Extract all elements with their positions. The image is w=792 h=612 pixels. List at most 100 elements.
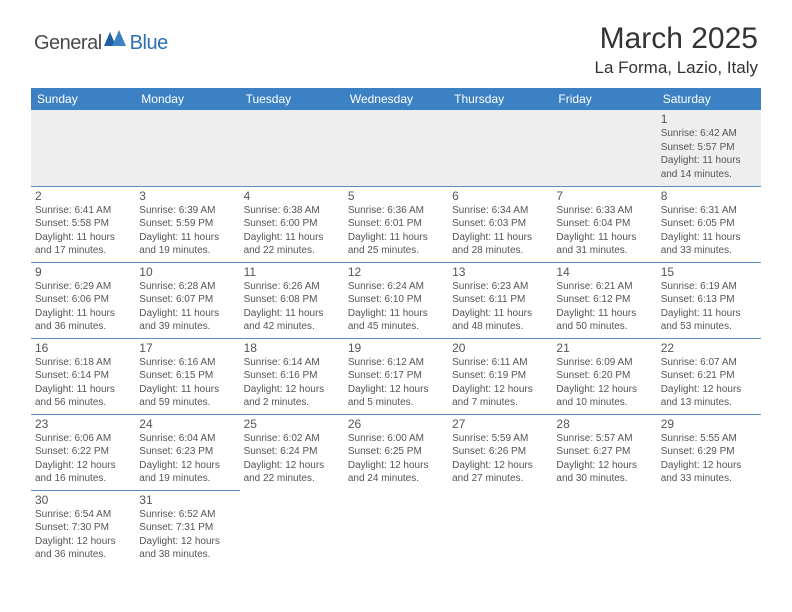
- day-info: Sunrise: 6:41 AMSunset: 5:58 PMDaylight:…: [35, 204, 131, 258]
- calendar-cell-empty: [552, 490, 656, 566]
- day-info: Sunrise: 6:18 AMSunset: 6:14 PMDaylight:…: [35, 356, 131, 410]
- calendar-table: SundayMondayTuesdayWednesdayThursdayFrid…: [31, 88, 761, 566]
- sunrise-line: Sunrise: 6:34 AM: [452, 204, 548, 218]
- sunrise-line: Sunrise: 5:57 AM: [556, 432, 652, 446]
- calendar-row: 2Sunrise: 6:41 AMSunset: 5:58 PMDaylight…: [31, 186, 761, 262]
- sunset-line: Sunset: 6:21 PM: [661, 369, 757, 383]
- calendar-cell: 21Sunrise: 6:09 AMSunset: 6:20 PMDayligh…: [552, 338, 656, 414]
- sunrise-line: Sunrise: 6:42 AM: [661, 127, 757, 141]
- day-number: 15: [661, 265, 757, 279]
- daylight-line: Daylight: 12 hours and 22 minutes.: [244, 459, 340, 486]
- sunset-line: Sunset: 6:08 PM: [244, 293, 340, 307]
- day-info: Sunrise: 6:36 AMSunset: 6:01 PMDaylight:…: [348, 204, 444, 258]
- sunset-line: Sunset: 6:15 PM: [139, 369, 235, 383]
- day-header: Sunday: [31, 88, 135, 110]
- sunrise-line: Sunrise: 6:18 AM: [35, 356, 131, 370]
- calendar-cell-empty: [448, 110, 552, 186]
- calendar-cell: 19Sunrise: 6:12 AMSunset: 6:17 PMDayligh…: [344, 338, 448, 414]
- daylight-line: Daylight: 12 hours and 19 minutes.: [139, 459, 235, 486]
- day-info: Sunrise: 5:55 AMSunset: 6:29 PMDaylight:…: [661, 432, 757, 486]
- day-header: Friday: [552, 88, 656, 110]
- sunset-line: Sunset: 7:31 PM: [139, 521, 235, 535]
- day-header: Thursday: [448, 88, 552, 110]
- daylight-line: Daylight: 11 hours and 48 minutes.: [452, 307, 548, 334]
- sunrise-line: Sunrise: 6:07 AM: [661, 356, 757, 370]
- daylight-line: Daylight: 11 hours and 17 minutes.: [35, 231, 131, 258]
- daylight-line: Daylight: 12 hours and 24 minutes.: [348, 459, 444, 486]
- sunrise-line: Sunrise: 6:26 AM: [244, 280, 340, 294]
- sunrise-line: Sunrise: 5:55 AM: [661, 432, 757, 446]
- day-number: 13: [452, 265, 548, 279]
- day-info: Sunrise: 6:26 AMSunset: 6:08 PMDaylight:…: [244, 280, 340, 334]
- calendar-cell: 25Sunrise: 6:02 AMSunset: 6:24 PMDayligh…: [240, 414, 344, 490]
- daylight-line: Daylight: 12 hours and 38 minutes.: [139, 535, 235, 562]
- day-number: 29: [661, 417, 757, 431]
- calendar-row: 9Sunrise: 6:29 AMSunset: 6:06 PMDaylight…: [31, 262, 761, 338]
- calendar-cell-empty: [240, 490, 344, 566]
- title-block: March 2025 La Forma, Lazio, Italy: [595, 22, 758, 78]
- daylight-line: Daylight: 12 hours and 10 minutes.: [556, 383, 652, 410]
- calendar-cell: 20Sunrise: 6:11 AMSunset: 6:19 PMDayligh…: [448, 338, 552, 414]
- sunset-line: Sunset: 6:17 PM: [348, 369, 444, 383]
- calendar-cell: 3Sunrise: 6:39 AMSunset: 5:59 PMDaylight…: [135, 186, 239, 262]
- day-number: 2: [35, 189, 131, 203]
- sunrise-line: Sunrise: 6:19 AM: [661, 280, 757, 294]
- day-info: Sunrise: 6:09 AMSunset: 6:20 PMDaylight:…: [556, 356, 652, 410]
- day-info: Sunrise: 6:39 AMSunset: 5:59 PMDaylight:…: [139, 204, 235, 258]
- sunrise-line: Sunrise: 6:39 AM: [139, 204, 235, 218]
- day-info: Sunrise: 6:07 AMSunset: 6:21 PMDaylight:…: [661, 356, 757, 410]
- calendar-cell-empty: [552, 110, 656, 186]
- sunset-line: Sunset: 6:01 PM: [348, 217, 444, 231]
- logo-text-general: General: [34, 32, 102, 55]
- daylight-line: Daylight: 11 hours and 56 minutes.: [35, 383, 131, 410]
- day-info: Sunrise: 6:16 AMSunset: 6:15 PMDaylight:…: [139, 356, 235, 410]
- calendar-cell-empty: [135, 110, 239, 186]
- day-info: Sunrise: 6:23 AMSunset: 6:11 PMDaylight:…: [452, 280, 548, 334]
- sunset-line: Sunset: 6:00 PM: [244, 217, 340, 231]
- sunrise-line: Sunrise: 6:29 AM: [35, 280, 131, 294]
- logo: General Blue: [34, 30, 168, 57]
- daylight-line: Daylight: 11 hours and 28 minutes.: [452, 231, 548, 258]
- sunset-line: Sunset: 6:23 PM: [139, 445, 235, 459]
- day-number: 3: [139, 189, 235, 203]
- sunset-line: Sunset: 6:05 PM: [661, 217, 757, 231]
- day-header: Wednesday: [344, 88, 448, 110]
- sunset-line: Sunset: 6:20 PM: [556, 369, 652, 383]
- day-info: Sunrise: 6:00 AMSunset: 6:25 PMDaylight:…: [348, 432, 444, 486]
- calendar-row: 30Sunrise: 6:54 AMSunset: 7:30 PMDayligh…: [31, 490, 761, 566]
- day-info: Sunrise: 6:28 AMSunset: 6:07 PMDaylight:…: [139, 280, 235, 334]
- day-number: 28: [556, 417, 652, 431]
- day-info: Sunrise: 6:04 AMSunset: 6:23 PMDaylight:…: [139, 432, 235, 486]
- sunset-line: Sunset: 6:11 PM: [452, 293, 548, 307]
- day-number: 20: [452, 341, 548, 355]
- daylight-line: Daylight: 11 hours and 25 minutes.: [348, 231, 444, 258]
- sunset-line: Sunset: 6:14 PM: [35, 369, 131, 383]
- daylight-line: Daylight: 11 hours and 36 minutes.: [35, 307, 131, 334]
- sunset-line: Sunset: 6:10 PM: [348, 293, 444, 307]
- sunrise-line: Sunrise: 6:04 AM: [139, 432, 235, 446]
- calendar-cell-empty: [344, 490, 448, 566]
- sunset-line: Sunset: 6:12 PM: [556, 293, 652, 307]
- day-number: 25: [244, 417, 340, 431]
- calendar-cell: 7Sunrise: 6:33 AMSunset: 6:04 PMDaylight…: [552, 186, 656, 262]
- daylight-line: Daylight: 12 hours and 13 minutes.: [661, 383, 757, 410]
- day-info: Sunrise: 6:42 AMSunset: 5:57 PMDaylight:…: [661, 127, 757, 181]
- calendar-cell: 5Sunrise: 6:36 AMSunset: 6:01 PMDaylight…: [344, 186, 448, 262]
- calendar-cell: 9Sunrise: 6:29 AMSunset: 6:06 PMDaylight…: [31, 262, 135, 338]
- sunrise-line: Sunrise: 6:02 AM: [244, 432, 340, 446]
- day-header-row: SundayMondayTuesdayWednesdayThursdayFrid…: [31, 88, 761, 110]
- daylight-line: Daylight: 11 hours and 22 minutes.: [244, 231, 340, 258]
- calendar-cell: 4Sunrise: 6:38 AMSunset: 6:00 PMDaylight…: [240, 186, 344, 262]
- calendar-cell: 15Sunrise: 6:19 AMSunset: 6:13 PMDayligh…: [657, 262, 761, 338]
- day-number: 31: [139, 493, 235, 507]
- sunrise-line: Sunrise: 6:54 AM: [35, 508, 131, 522]
- logo-text-blue: Blue: [130, 32, 168, 55]
- calendar-cell: 11Sunrise: 6:26 AMSunset: 6:08 PMDayligh…: [240, 262, 344, 338]
- day-info: Sunrise: 6:14 AMSunset: 6:16 PMDaylight:…: [244, 356, 340, 410]
- day-info: Sunrise: 6:12 AMSunset: 6:17 PMDaylight:…: [348, 356, 444, 410]
- sunrise-line: Sunrise: 6:28 AM: [139, 280, 235, 294]
- sunset-line: Sunset: 5:59 PM: [139, 217, 235, 231]
- sunset-line: Sunset: 5:57 PM: [661, 141, 757, 155]
- calendar-cell: 14Sunrise: 6:21 AMSunset: 6:12 PMDayligh…: [552, 262, 656, 338]
- day-info: Sunrise: 6:34 AMSunset: 6:03 PMDaylight:…: [452, 204, 548, 258]
